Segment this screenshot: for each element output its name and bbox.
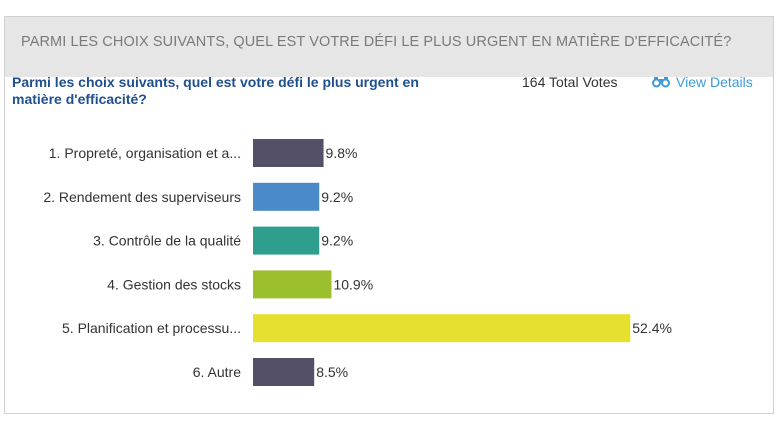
view-details-link[interactable]: View Details <box>652 74 753 90</box>
value-label: 9.2% <box>321 189 353 205</box>
bar <box>253 270 332 299</box>
value-label: 9.2% <box>321 233 353 249</box>
category-label: 1. Propreté, organisation et a... <box>49 145 241 161</box>
category-label: 2. Rendement des superviseurs <box>43 189 241 205</box>
value-label: 9.8% <box>326 145 358 161</box>
bar <box>253 358 315 386</box>
value-label: 52.4% <box>632 320 672 336</box>
category-label: 5. Planification et processu... <box>62 320 241 336</box>
binoculars-icon <box>652 76 670 88</box>
value-label: 8.5% <box>316 364 348 380</box>
poll-card: PARMI LES CHOIX SUIVANTS, QUEL EST VOTRE… <box>4 16 774 414</box>
total-votes: 164 Total Votes <box>522 74 618 90</box>
view-details-label: View Details <box>676 74 753 90</box>
category-label: 3. Contrôle de la qualité <box>93 233 241 249</box>
bar <box>253 182 320 211</box>
bar <box>253 314 631 343</box>
poll-question: Parmi les choix suivants, quel est votre… <box>12 74 419 107</box>
category-label: 4. Gestion des stocks <box>107 276 241 292</box>
bar <box>253 139 324 167</box>
category-label: 6. Autre <box>193 364 241 380</box>
poll-header-title: PARMI LES CHOIX SUIVANTS, QUEL EST VOTRE… <box>5 17 773 77</box>
bar <box>253 226 320 255</box>
value-label: 10.9% <box>333 276 373 292</box>
